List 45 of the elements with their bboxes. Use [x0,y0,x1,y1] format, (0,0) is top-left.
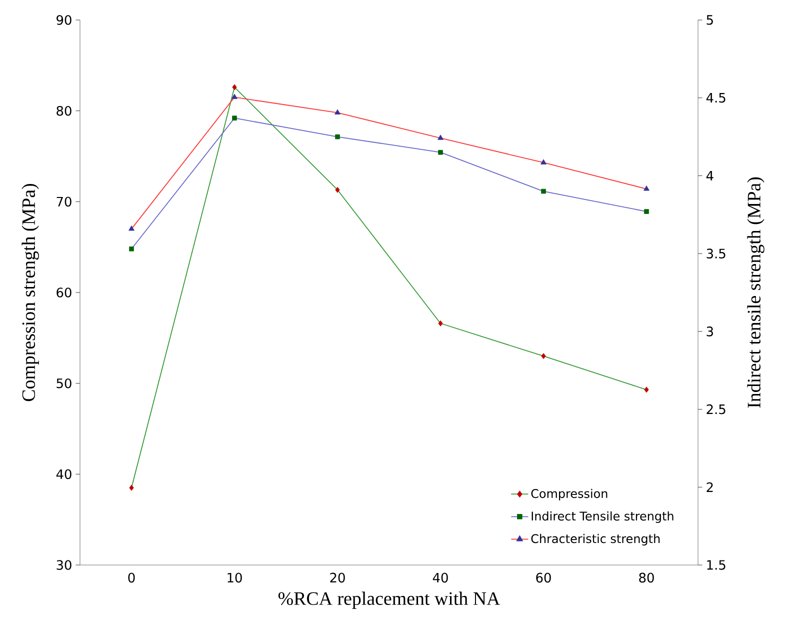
point [335,186,340,193]
x-axis-title: %RCA replacement with NA [278,592,500,609]
y-tick-label: 60 [56,288,72,298]
point [644,386,649,393]
point [334,109,340,114]
y2-tick-label: 3.5 [706,248,726,258]
y2-tick-label: 1.5 [707,560,726,570]
point [129,484,134,491]
y-tick-label: 70 [56,196,72,207]
point [541,353,546,360]
y-axis-title: Compression strength (MPa) [22,184,39,402]
x-tick-label: 60 [536,572,551,583]
x-tick-label: 80 [639,572,654,583]
point [438,150,443,155]
y2-axis-title: Indirect tensile strength (MPa) [747,177,764,408]
point [129,246,134,252]
x-tick-label: 0 [128,572,135,583]
y-tick-label: 80 [56,106,72,116]
y2-tick-label: 2 [706,482,713,492]
point [438,320,443,326]
y-tick-label: 50 [56,378,72,388]
y-tick-label: 90 [56,15,72,25]
point [335,134,340,140]
x-tick-label: 20 [330,572,345,583]
point [232,84,237,90]
y2-tick-label: 3 [706,326,713,336]
y-tick-label: 30 [56,560,72,570]
x-tick-label: 40 [432,572,448,583]
x-tick-label: 10 [228,572,242,583]
y2-tick-label: 5 [706,15,713,25]
y2-tick-label: 4 [706,170,714,180]
y2-tick-label: 4.5 [706,93,726,103]
point [232,94,238,99]
y-tick-label: 40 [56,469,72,480]
point [438,134,444,140]
point [540,159,546,164]
point [644,186,650,191]
legend-label: Indirect Tensile strength [532,511,674,523]
legend-label: Compression [531,488,608,500]
point [232,116,237,120]
legend-label: Chracteristic strength [531,534,660,546]
point [644,209,649,214]
y2-tick-label: 2.5 [706,404,726,414]
point [128,226,134,231]
point [541,188,546,194]
